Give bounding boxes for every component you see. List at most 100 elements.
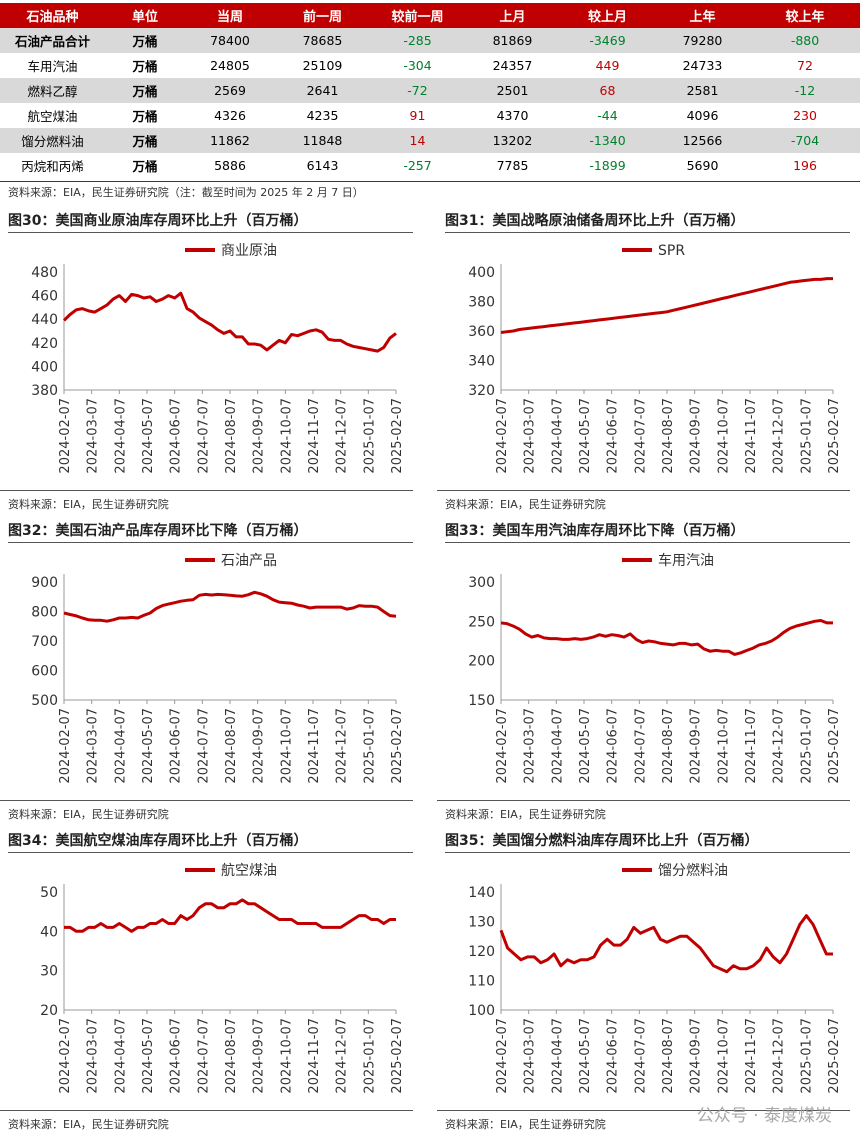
y-tick-label: 380: [468, 295, 495, 311]
table-row: 丙烷和丙烯 万桶 5886 6143 -257 7785 -1899 5690 196: [0, 153, 860, 178]
table-cell-yoy: -12: [750, 78, 860, 103]
y-tick-label: 140: [468, 885, 495, 901]
table-row: 航空煤油 万桶 4326 4235 91 4370 -44 4096 230: [0, 103, 860, 128]
x-tick-label: 2024-04-07: [113, 1018, 128, 1094]
y-tick-label: 30: [40, 964, 58, 980]
x-tick-label: 2024-02-07: [495, 1018, 510, 1094]
y-tick-label: 340: [468, 354, 495, 370]
chart-panel: 图30：美国商业原油库存周环比上升（百万桶） 380 400 420 440 460 480…: [0, 210, 422, 511]
table-cell-prev: 11848: [275, 128, 370, 153]
x-tick-label: 2024-12-07: [335, 1018, 350, 1094]
x-tick-label: 2024-03-07: [523, 1018, 538, 1094]
x-tick-label: 2025-02-07: [390, 1018, 405, 1094]
series-line: [62, 291, 397, 353]
x-tick-label: 2024-05-07: [578, 398, 593, 474]
table-header-cell: 较上年: [750, 3, 860, 28]
panel-bottom-line: [0, 1110, 413, 1111]
y-tick-label: 460: [31, 289, 58, 305]
table-cell-cur: 4326: [185, 103, 275, 128]
x-tick-label: 2024-12-07: [772, 1018, 787, 1094]
series-line: [499, 914, 833, 974]
table-cell-month: 4370: [465, 103, 560, 128]
table-cell-cur: 5886: [185, 153, 275, 178]
x-tick-label: 2024-08-07: [224, 708, 239, 784]
x-tick-label: 2024-04-07: [113, 708, 128, 784]
table-row: 石油产品合计 万桶 78400 78685 -285 81869 -3469 79280 -88…: [0, 28, 860, 53]
panel-bottom-line: [437, 1110, 850, 1111]
y-tick-label: 600: [31, 664, 58, 680]
x-tick-label: 2024-05-07: [141, 398, 156, 474]
table-cell-prev: 25109: [275, 53, 370, 78]
x-tick-label: 2024-07-07: [633, 708, 648, 784]
table-cell-year: 12566: [655, 128, 750, 153]
y-tick-label: 700: [31, 634, 58, 650]
panel-bottom-line: [0, 490, 413, 491]
table-cell-wow: -285: [370, 28, 465, 53]
x-tick-label: 2024-04-07: [113, 398, 128, 474]
chart-panel: 图33：美国车用汽油库存周环比下降（百万桶） 150 200 250 300 2024-0…: [437, 520, 859, 821]
table-divider: [0, 181, 860, 182]
table-cell-prev: 2641: [275, 78, 370, 103]
x-tick-label: 2024-11-07: [744, 398, 759, 474]
watermark: 公众号 · 泰度煤炭: [696, 1106, 832, 1126]
table-cell-name: 燃料乙醇: [0, 78, 105, 103]
table-source-note: 资料来源：EIA，民生证券研究院（注：截至时间为 2025 年 2 月 7 日）: [8, 186, 364, 199]
line-chart: 380 400 420 440 460 480 2024-02-07 2024-03-07 20…: [31, 243, 405, 474]
y-tick-label: 440: [31, 312, 58, 328]
inventory-table: 石油品种 单位 当周 前一周 较前一周 上月 较上月 上年 较上年 石油产品合计 万桶 78400 7…: [0, 3, 860, 178]
table-cell-yoy: 72: [750, 53, 860, 78]
inventory-table-container: 石油品种 单位 当周 前一周 较前一周 上月 较上月 上年 较上年 石油产品合计 万桶 78400 7…: [0, 3, 860, 178]
x-tick-label: 2024-09-07: [689, 1018, 704, 1094]
x-tick-label: 2024-03-07: [523, 398, 538, 474]
table-cell-wow: -257: [370, 153, 465, 178]
x-tick-label: 2024-11-07: [744, 708, 759, 784]
legend-label: SPR: [658, 243, 685, 259]
table-cell-prev: 6143: [275, 153, 370, 178]
table-cell-unit: 万桶: [105, 78, 185, 103]
x-tick-label: 2024-10-07: [279, 708, 294, 784]
series-line: [64, 898, 396, 933]
table-cell-yoy: -704: [750, 128, 860, 153]
table-header-cell: 较前一周: [370, 3, 465, 28]
x-tick-label: 2024-07-07: [196, 398, 211, 474]
x-tick-label: 2025-01-07: [799, 708, 814, 784]
line-chart: 150 200 250 300 2024-02-07 2024-03-07 2024-04-…: [468, 552, 842, 784]
x-tick-label: 2024-10-07: [279, 398, 294, 474]
panel-bottom-line: [0, 800, 413, 801]
chart-panel: 图32：美国石油产品库存周环比下降（百万桶） 500 600 700 800 900 202…: [0, 520, 422, 821]
x-tick-label: 2024-11-07: [744, 1018, 759, 1094]
x-tick-label: 2024-07-07: [633, 398, 648, 474]
chart-source-note: 资料来源：EIA，民生证券研究院: [445, 808, 606, 821]
table-row: 燃料乙醇 万桶 2569 2641 -72 2501 68 2581 -12: [0, 78, 860, 103]
table-cell-wow: 14: [370, 128, 465, 153]
x-tick-label: 2024-02-07: [58, 398, 73, 474]
chart-title: 图35：美国馏分燃料油库存周环比上升（百万桶）: [445, 833, 759, 849]
table-cell-month: 24357: [465, 53, 560, 78]
x-tick-label: 2025-01-07: [799, 398, 814, 474]
table-cell-yoy: 196: [750, 153, 860, 178]
y-tick-label: 380: [31, 383, 58, 399]
x-tick-label: 2024-12-07: [335, 398, 350, 474]
title-underline: [8, 852, 413, 853]
table-header-cell: 前一周: [275, 3, 370, 28]
y-tick-label: 250: [468, 614, 495, 630]
x-tick-label: 2024-06-07: [606, 398, 621, 474]
x-tick-label: 2024-02-07: [58, 708, 73, 784]
table-cell-unit: 万桶: [105, 103, 185, 128]
table-cell-cur: 78400: [185, 28, 275, 53]
line-chart: 100 110 120 130 140 2024-02-07 2024-03-07 2024-…: [468, 862, 842, 1094]
y-tick-label: 40: [40, 924, 58, 940]
chart-title: 图33：美国车用汽油库存周环比下降（百万桶）: [445, 523, 745, 539]
table-cell-month: 7785: [465, 153, 560, 178]
line-chart: 20 30 40 50 2024-02-07 2024-03-07 2024-04-07 20…: [40, 863, 405, 1094]
x-tick-label: 2024-09-07: [252, 398, 267, 474]
chart-title: 图34：美国航空煤油库存周环比上升（百万桶）: [8, 833, 308, 849]
panel-bottom-line: [437, 800, 850, 801]
chart-panel: 图34：美国航空煤油库存周环比上升（百万桶） 20 30 40 50 2024-02-07…: [0, 830, 422, 1131]
line-chart: 320 340 360 380 400 2024-02-07 2024-03-07 2024-…: [468, 243, 842, 474]
table-cell-prev: 78685: [275, 28, 370, 53]
table-header-cell: 较上月: [560, 3, 655, 28]
x-tick-label: 2024-11-07: [307, 708, 322, 784]
x-tick-label: 2024-03-07: [86, 708, 101, 784]
y-tick-label: 400: [468, 265, 495, 281]
